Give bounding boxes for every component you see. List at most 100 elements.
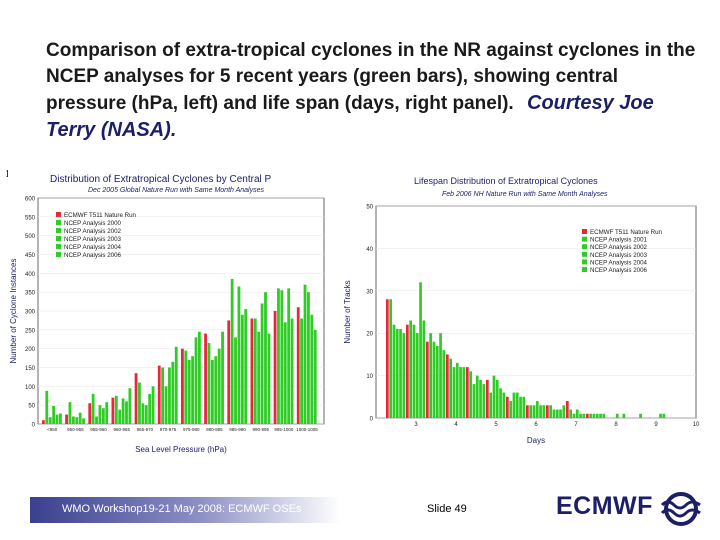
x-tick-label: 980-985 — [206, 427, 223, 432]
bar-nature-run — [506, 396, 509, 418]
bar-ncep — [253, 318, 257, 424]
bar-ncep — [48, 417, 52, 424]
bar-ncep — [582, 413, 586, 418]
x-tick-label: 965-970 — [137, 427, 154, 432]
slide-credit: Courtesy Joe Terry (NASA). — [46, 92, 654, 141]
bar-ncep — [257, 331, 261, 424]
bar-ncep — [495, 379, 499, 418]
x-tick-label: 3 — [414, 422, 418, 428]
bar-ncep — [532, 405, 536, 418]
bar-ncep — [121, 398, 125, 424]
bar-ncep — [168, 367, 171, 424]
legend-swatch — [56, 220, 61, 225]
bar-nature-run — [42, 420, 45, 424]
legend-label: NCEP Analysis 2006 — [590, 267, 648, 274]
bar-nature-run — [250, 318, 254, 424]
bar-ncep — [459, 367, 462, 418]
bar-nature-run — [586, 413, 589, 418]
bar-ncep — [82, 418, 85, 424]
x-tick-label: 10 — [693, 422, 700, 428]
bar-nature-run — [406, 324, 409, 418]
bar-ncep — [280, 290, 284, 424]
y-tick-label: 450 — [25, 253, 36, 259]
bar-ncep — [469, 371, 472, 418]
bar-ncep — [198, 331, 201, 424]
y-tick-label: 400 — [25, 272, 36, 278]
bar-nature-run — [426, 341, 429, 418]
bar-ncep — [522, 396, 526, 418]
bar-nature-run — [181, 348, 184, 424]
bar-nature-run — [273, 311, 277, 424]
bar-nature-run — [526, 405, 529, 418]
y-tick-label: 300 — [25, 310, 36, 316]
bar-ncep — [435, 345, 439, 418]
y-tick-label: 100 — [25, 385, 36, 391]
legend-label: NCEP Analysis 2006 — [64, 252, 122, 259]
bar-ncep — [55, 414, 59, 424]
bar-ncep — [171, 361, 175, 424]
legend-swatch — [582, 236, 587, 242]
bar-ncep — [439, 333, 442, 418]
bar-nature-run — [466, 367, 469, 418]
slide-title-text: Comparison of extra-tropical cyclones in… — [46, 40, 696, 114]
legend-swatch — [582, 251, 587, 257]
lifespan-chart-panel: Lifespan Distribution of Extratropical C… — [342, 166, 708, 456]
y-tick-label: 600 — [25, 197, 36, 203]
y-tick-label: 40 — [366, 247, 373, 253]
bar-ncep — [283, 322, 287, 424]
chart-title: Distribution of Extratropical Cyclones b… — [50, 174, 272, 185]
legend-swatch — [582, 229, 587, 234]
bar-ncep — [415, 333, 419, 418]
bar-ncep — [141, 403, 145, 424]
bar-ncep — [300, 318, 304, 424]
bar-ncep — [492, 375, 496, 418]
bar-ncep — [455, 362, 459, 418]
legend-label: ECMWF T511 Nature Run — [64, 212, 137, 219]
bar-ncep — [191, 356, 194, 424]
bar-ncep — [214, 356, 218, 424]
legend-swatch — [56, 212, 61, 217]
bar-ncep — [287, 288, 291, 424]
bar-ncep — [151, 386, 155, 424]
bar-nature-run — [296, 307, 300, 424]
bar-ncep — [95, 416, 98, 424]
bar-ncep — [237, 286, 241, 424]
bar-ncep — [45, 390, 49, 424]
pressure-distribution-chart: Distribution of Extratropical Cyclones b… — [9, 174, 325, 454]
bar-ncep — [128, 388, 132, 424]
x-tick-label: 960-965 — [113, 427, 130, 432]
bar-nature-run — [88, 403, 92, 424]
bar-ncep — [399, 328, 402, 418]
bar-ncep — [105, 402, 109, 424]
bar-ncep — [622, 413, 626, 418]
bar-ncep — [217, 348, 221, 424]
bar-ncep — [432, 341, 436, 418]
y-tick-label: 0 — [370, 417, 374, 423]
bar-ncep — [552, 409, 556, 418]
x-tick-label: 5 — [494, 422, 498, 428]
legend-swatch — [582, 259, 587, 265]
legend-swatch — [582, 267, 587, 272]
bar-ncep — [502, 392, 506, 418]
bar-ncep — [234, 337, 237, 424]
bar-ncep — [482, 384, 486, 418]
legend-swatch — [56, 244, 61, 249]
bar-ncep — [529, 405, 532, 418]
x-tick-label: 8 — [614, 422, 618, 428]
bar-ncep — [68, 402, 72, 424]
bar-ncep — [519, 396, 522, 418]
bar-nature-run — [111, 397, 115, 424]
bar-ncep — [52, 405, 55, 424]
bar-ncep — [422, 320, 426, 418]
bar-ncep — [194, 337, 198, 424]
bar-nature-run — [446, 354, 449, 418]
bar-nature-run — [386, 299, 389, 418]
bar-ncep — [595, 413, 599, 418]
ecmwf-logo-text: ECMWF — [556, 492, 653, 520]
bar-ncep — [389, 299, 392, 418]
y-tick-label: 350 — [25, 291, 36, 297]
bar-ncep — [307, 292, 310, 424]
bar-ncep — [592, 413, 596, 418]
chart-subtitle: Feb 2006 NH Nature Run with Same Month A… — [442, 191, 608, 198]
bar-ncep — [138, 382, 141, 424]
